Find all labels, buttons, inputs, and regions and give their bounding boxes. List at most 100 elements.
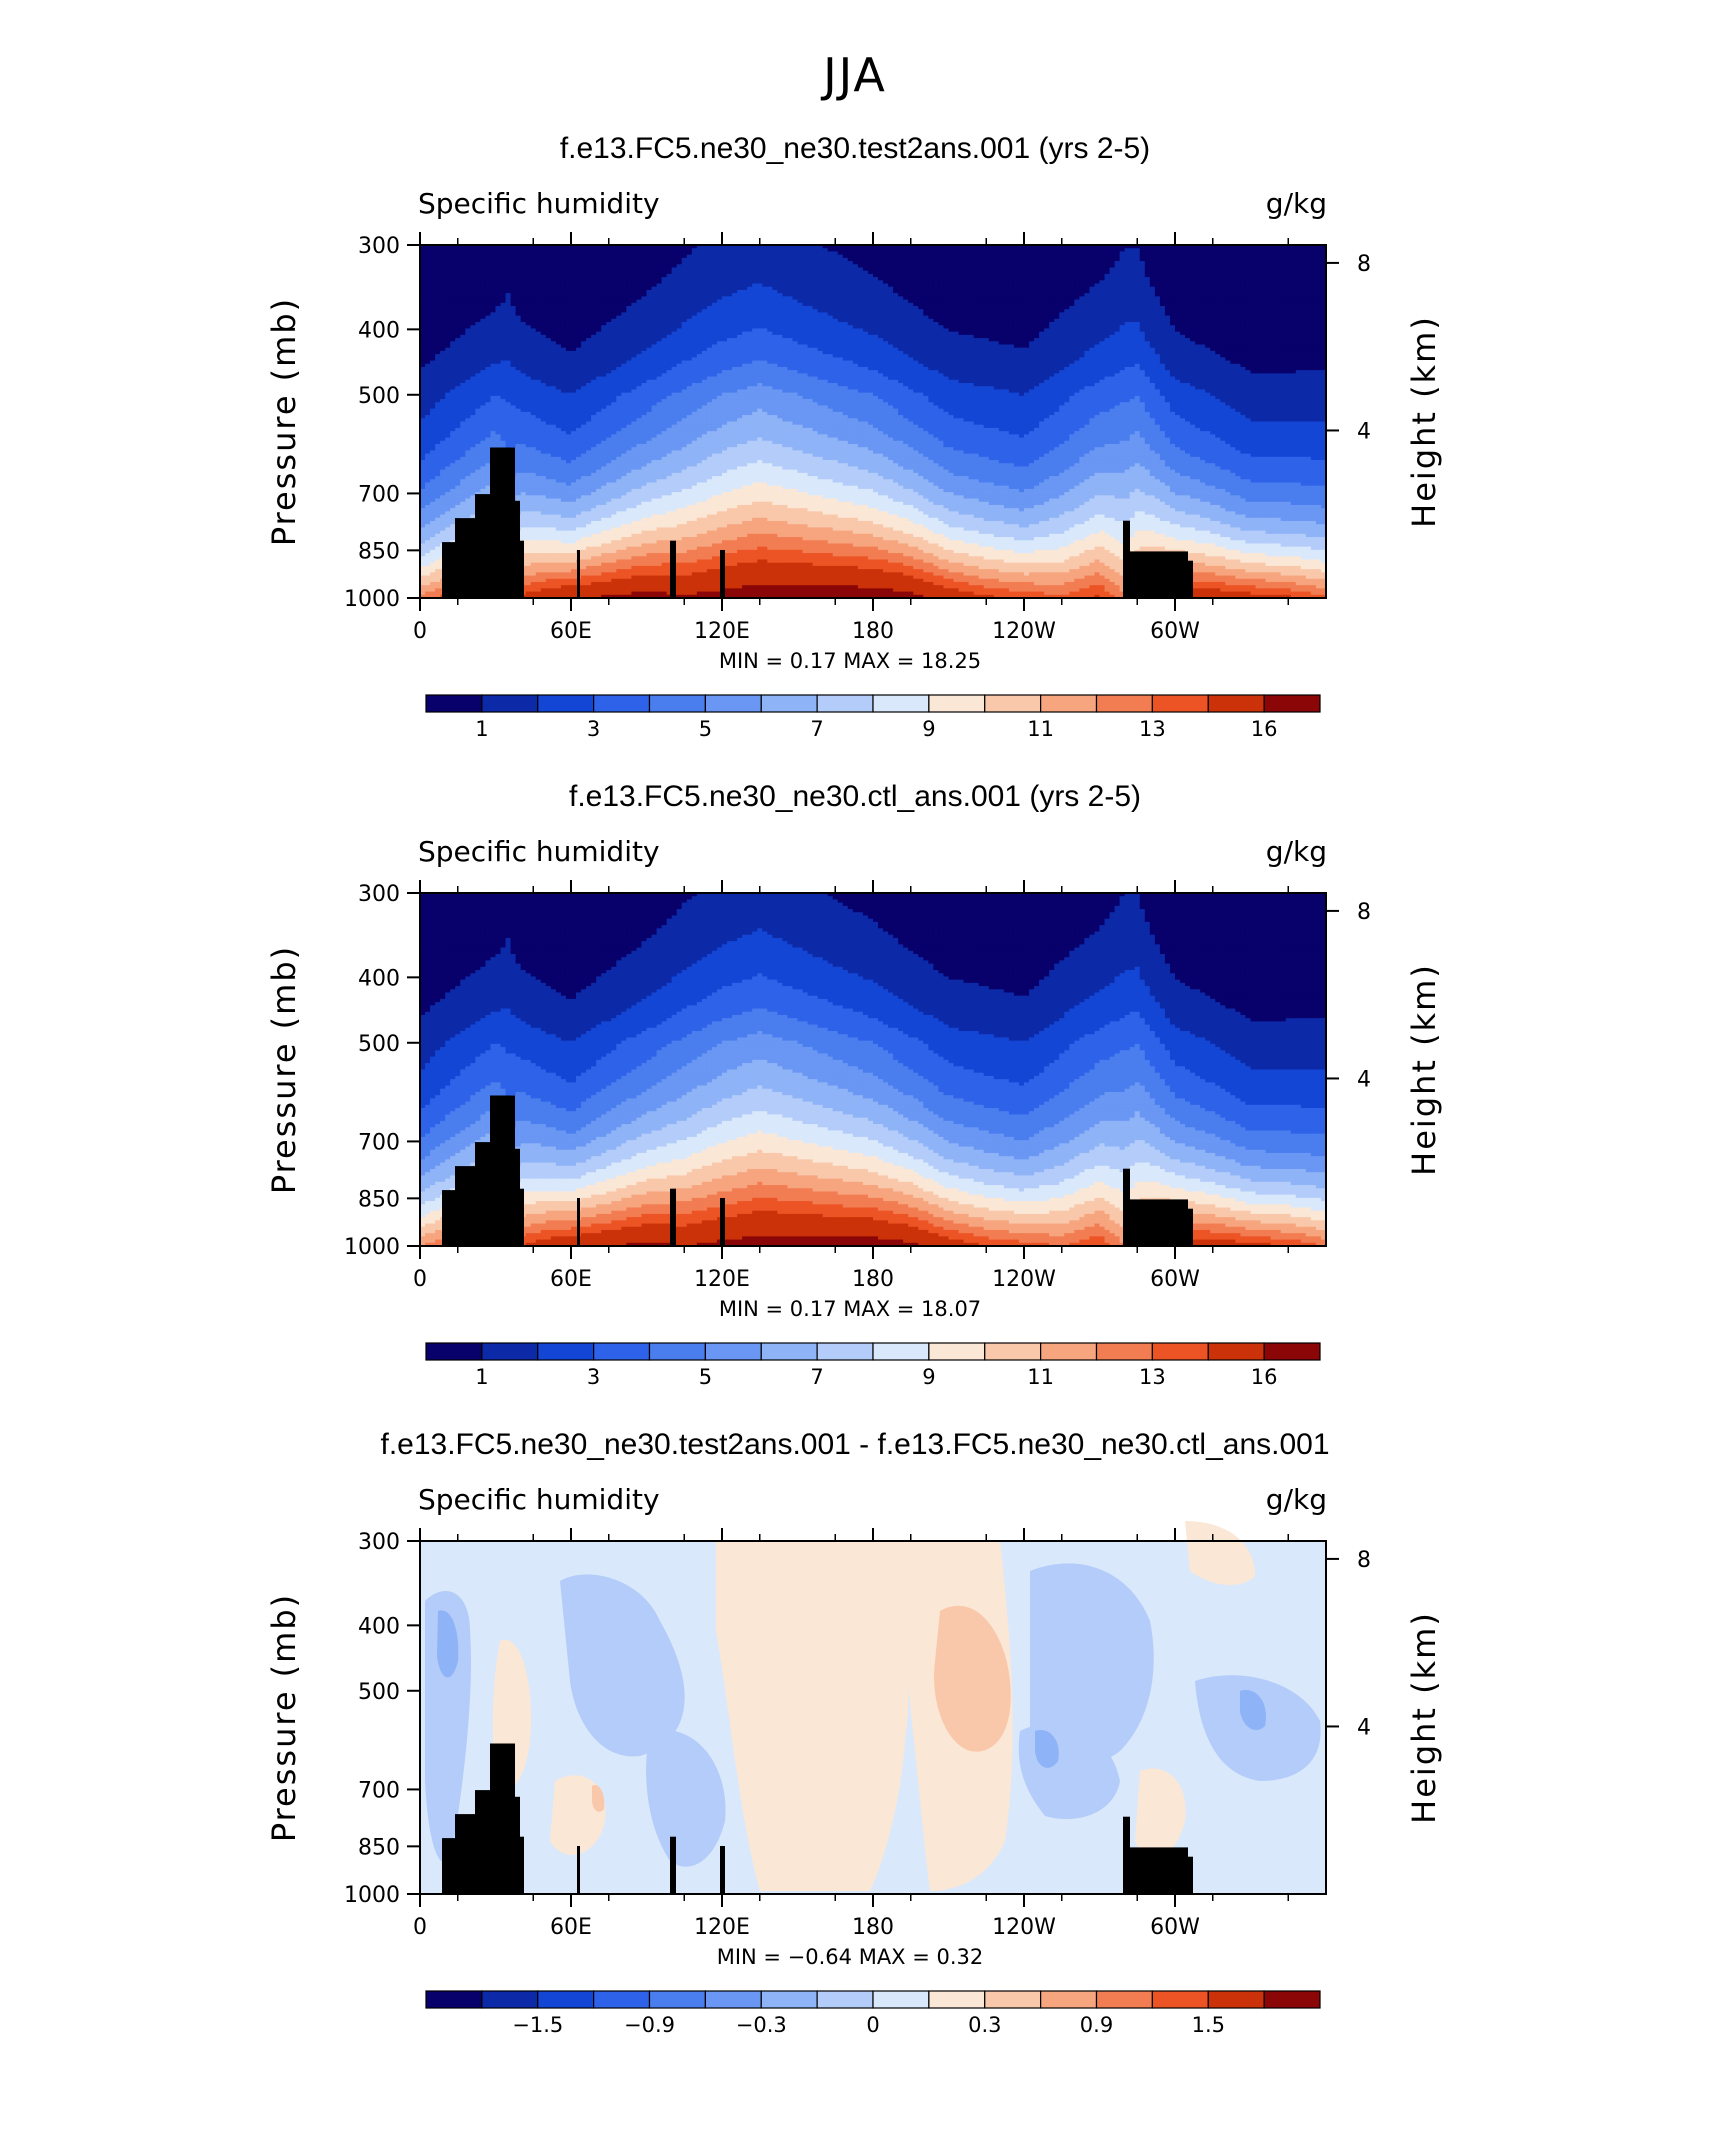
contour-cell	[515, 479, 522, 484]
contour-cell	[505, 421, 512, 426]
contour-cell	[591, 357, 597, 362]
contour-cell	[545, 331, 552, 336]
contour-cell	[525, 479, 532, 484]
contour-cell	[611, 569, 617, 573]
contour-cell	[455, 485, 461, 490]
contour-cell	[530, 334, 537, 339]
contour-cell	[490, 360, 497, 365]
contour-cell	[555, 578, 562, 583]
contour-cell	[435, 447, 441, 451]
contour-cell	[440, 504, 446, 509]
contour-cell	[606, 299, 612, 304]
contour-cell	[560, 251, 567, 256]
contour-cell	[540, 591, 547, 596]
contour-cell	[425, 591, 431, 596]
contour-cell	[616, 325, 622, 330]
contour-cell	[460, 382, 466, 387]
contour-cell	[601, 350, 607, 355]
contour-cell	[520, 511, 527, 516]
contour-cell	[540, 280, 547, 285]
contour-cell	[500, 437, 507, 442]
contour-cell	[425, 482, 431, 487]
contour-cell	[535, 357, 542, 362]
contour-cell	[430, 302, 436, 307]
contour-cell	[586, 411, 592, 416]
contour-cell	[576, 280, 582, 285]
contour-cell	[475, 245, 481, 249]
contour-cell	[596, 421, 602, 426]
contour-cell	[555, 569, 562, 573]
contour-cell	[586, 267, 592, 272]
contour-cell	[565, 245, 572, 249]
contour-cell	[430, 504, 436, 509]
contour-cell	[445, 537, 451, 541]
contour-cell	[586, 350, 592, 355]
contour-cell	[445, 283, 451, 288]
contour-cell	[545, 373, 552, 378]
contour-cell	[555, 366, 562, 371]
contour-cell	[596, 315, 602, 320]
contour-cell	[515, 299, 522, 304]
contour-cell	[586, 399, 592, 403]
contour-cell	[571, 520, 577, 525]
contour-cell	[596, 549, 602, 554]
contour-cell	[480, 309, 487, 313]
contour-cell	[565, 559, 572, 564]
contour-cell	[550, 254, 557, 259]
contour-cell	[601, 376, 607, 381]
contour-cell	[420, 447, 426, 451]
contour-cell	[586, 245, 592, 249]
contour-cell	[576, 395, 582, 400]
contour-cell	[571, 591, 577, 596]
contour-cell	[510, 424, 517, 429]
contour-cell	[545, 466, 552, 471]
contour-cell	[455, 334, 461, 339]
contour-cell	[555, 482, 562, 487]
contour-cell	[545, 254, 552, 259]
contour-cell	[515, 386, 522, 391]
contour-cell	[550, 289, 557, 294]
contour-cell	[550, 424, 557, 429]
contour-cell	[606, 495, 612, 500]
contour-cell	[510, 405, 517, 410]
contour-cell	[560, 392, 567, 397]
contour-cell	[440, 418, 446, 423]
contour-cell	[450, 289, 456, 294]
contour-cell	[591, 277, 597, 281]
contour-cell	[611, 482, 617, 487]
contour-cell	[586, 347, 592, 352]
contour-cell	[545, 267, 552, 272]
contour-cell	[480, 283, 487, 288]
contour-cell	[465, 424, 471, 429]
contour-cell	[535, 305, 542, 310]
contour-cell	[535, 533, 542, 538]
contour-cell	[435, 299, 441, 304]
contour-cell	[520, 370, 527, 374]
contour-cell	[500, 302, 507, 307]
contour-cell	[500, 273, 507, 278]
contour-cell	[470, 395, 476, 400]
contour-cell	[435, 578, 441, 583]
contour-cell	[601, 466, 607, 471]
contour-cell	[525, 530, 532, 535]
contour-cell	[425, 373, 431, 378]
contour-cell	[596, 344, 602, 349]
contour-cell	[560, 411, 567, 416]
contour-cell	[581, 251, 587, 256]
contour-cell	[455, 437, 461, 442]
contour-cell	[440, 405, 446, 410]
contour-cell	[545, 309, 552, 313]
contour-cell	[450, 357, 456, 362]
contour-cell	[555, 530, 562, 535]
contour-cell	[555, 421, 562, 426]
contour-cell	[530, 437, 537, 442]
contour-cell	[420, 318, 426, 323]
contour-cell	[545, 283, 552, 288]
contour-cell	[560, 277, 567, 281]
contour-cell	[571, 334, 577, 339]
contour-cell	[535, 543, 542, 548]
contour-cell	[425, 264, 431, 269]
contour-cell	[420, 443, 426, 448]
contour-cell	[465, 357, 471, 362]
contour-cell	[545, 553, 552, 557]
